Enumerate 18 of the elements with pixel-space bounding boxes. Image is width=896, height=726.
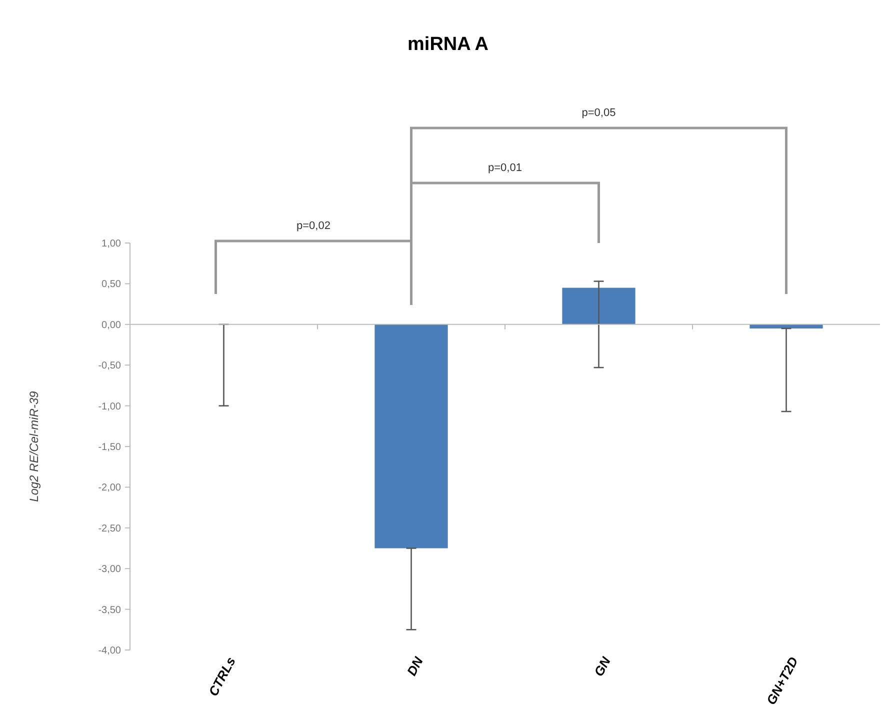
y-tick-label: -3,00 (98, 564, 122, 576)
x-tick-label: GN (591, 654, 614, 679)
y-tick-label: -0,50 (98, 360, 122, 372)
x-tick-label: DN (404, 654, 426, 678)
y-tick-label: 0,00 (102, 320, 122, 331)
text: p=0,05 (582, 107, 616, 119)
y-tick-label: 1,00 (102, 238, 122, 250)
text: p=0,01 (488, 162, 522, 174)
y-tick-label: -1,00 (98, 401, 122, 412)
y-tick-label: -4,00 (98, 646, 122, 656)
y-axis-title: Log2 RE/Cel-miR-39 (27, 390, 41, 502)
y-tick-label: -1,50 (98, 442, 122, 453)
text: p=0,02 (296, 220, 330, 232)
y-tick-label: -2,00 (98, 482, 122, 494)
chart-title: miRNA A (408, 34, 489, 55)
y-tick-label: -3,50 (98, 604, 122, 616)
y-tick-label: -2,50 (98, 523, 122, 534)
y-tick-label: 0,50 (102, 279, 122, 290)
